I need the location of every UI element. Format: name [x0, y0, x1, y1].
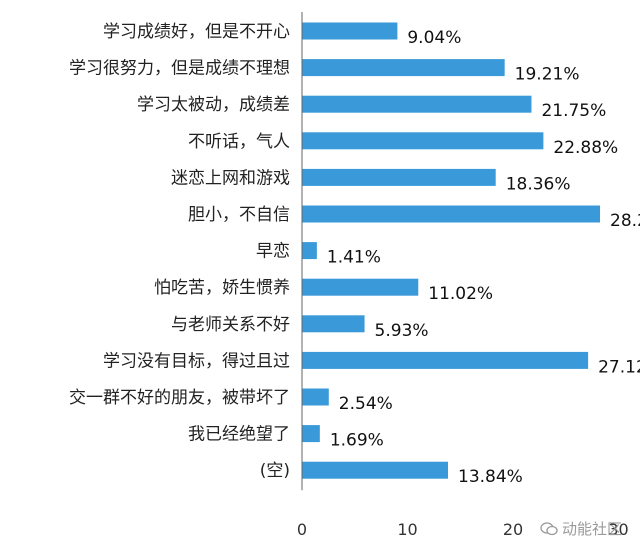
- value-label: 1.41%: [327, 248, 381, 268]
- watermark: 动能社区: [540, 518, 622, 539]
- value-label: 19.21%: [515, 65, 580, 85]
- category-label: 怕吃苦，娇生惯养: [154, 278, 290, 298]
- wechat-icon: [540, 521, 558, 535]
- category-label: 学习没有目标，得过且过: [103, 351, 290, 371]
- bar: [302, 242, 317, 260]
- bar: [302, 205, 601, 223]
- category-label: 学习很努力，但是成绩不理想: [69, 59, 290, 79]
- value-label: 21.75%: [541, 101, 606, 121]
- category-label: 我已经绝望了: [188, 425, 290, 445]
- x-axis-ticks: 0 10 20 30: [297, 520, 629, 539]
- x-tick-label: 30: [608, 520, 628, 539]
- bar-series: [302, 22, 601, 479]
- value-labels: 9.04% 19.21% 21.75% 22.88% 18.36% 28.25% 1.41%…: [327, 28, 640, 487]
- value-label: 1.69%: [330, 431, 384, 451]
- x-tick-label: 10: [397, 520, 417, 539]
- bar: [302, 22, 398, 40]
- value-label: 13.84%: [458, 467, 523, 487]
- category-label: 与老师关系不好: [171, 315, 290, 335]
- value-label: 11.02%: [428, 284, 493, 304]
- value-label: 27.12%: [598, 357, 640, 377]
- value-label: 22.88%: [553, 138, 618, 158]
- category-label: (空): [260, 461, 290, 481]
- category-label: 早恋: [256, 241, 290, 262]
- value-label: 2.54%: [339, 394, 393, 414]
- category-labels: 学习成绩好，但是不开心学习很努力，但是成绩不理想学习太被动，成绩差不听话，气人迷…: [69, 22, 290, 481]
- category-label: 不听话，气人: [188, 132, 290, 152]
- bar: [302, 461, 449, 479]
- bar: [302, 132, 544, 150]
- value-label: 28.25%: [610, 211, 640, 231]
- bar: [302, 388, 329, 406]
- category-label: 迷恋上网和游戏: [171, 167, 290, 188]
- category-label: 学习太被动，成绩差: [137, 95, 290, 115]
- bar: [302, 95, 532, 113]
- value-label: 9.04%: [407, 28, 461, 48]
- value-label: 5.93%: [375, 321, 429, 341]
- x-tick-label: 20: [503, 520, 523, 539]
- category-label: 交一群不好的朋友，被带坏了: [69, 388, 290, 408]
- watermark-text: 动能社区: [561, 520, 622, 538]
- category-label: 学习成绩好，但是不开心: [103, 22, 290, 42]
- bar: [302, 425, 320, 443]
- x-tick-label: 0: [297, 520, 307, 539]
- bar: [302, 168, 496, 186]
- bar: [302, 59, 505, 77]
- value-label: 18.36%: [506, 174, 571, 194]
- bar: [302, 278, 419, 296]
- bar: [302, 351, 589, 369]
- category-label: 胆小，不自信: [188, 205, 290, 225]
- bar: [302, 315, 365, 333]
